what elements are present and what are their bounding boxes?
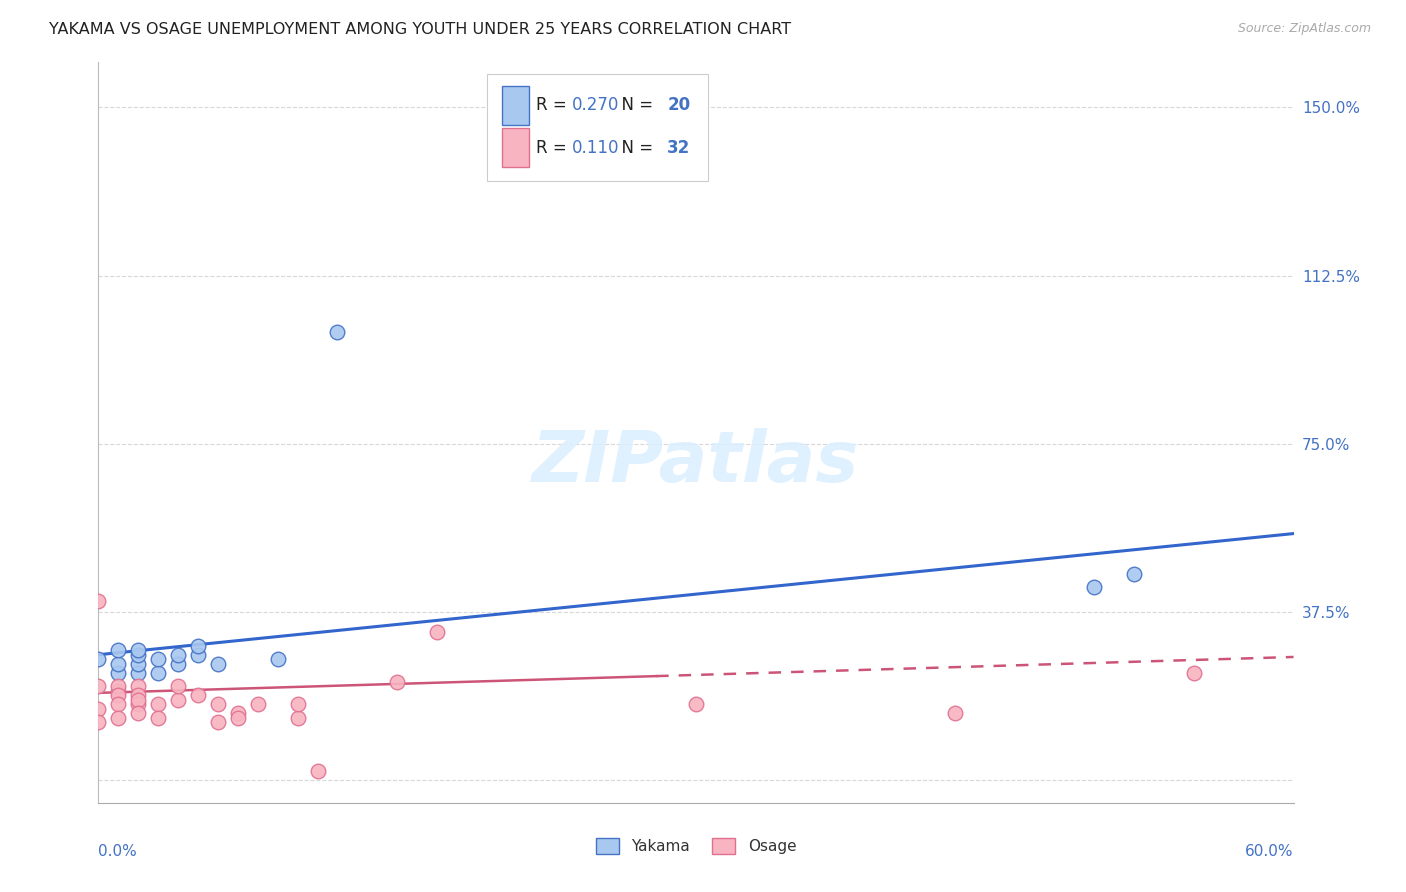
Text: 20: 20	[668, 96, 690, 114]
Point	[148, 697, 170, 711]
Point	[207, 657, 229, 671]
Text: R =: R =	[536, 96, 572, 114]
FancyBboxPatch shape	[486, 73, 709, 181]
Point	[127, 688, 149, 702]
Point	[148, 665, 170, 680]
Point	[127, 665, 149, 680]
Point	[287, 710, 309, 724]
Point	[187, 648, 209, 662]
Point	[107, 657, 129, 671]
Bar	[502, 128, 529, 167]
Point	[127, 643, 149, 657]
Text: ZIPatlas: ZIPatlas	[533, 428, 859, 497]
Point	[307, 764, 329, 779]
Point	[127, 692, 149, 706]
Text: Source: ZipAtlas.com: Source: ZipAtlas.com	[1237, 22, 1371, 36]
Point	[246, 697, 269, 711]
Point	[226, 710, 249, 724]
Point	[87, 714, 110, 729]
Point	[107, 683, 129, 698]
Point	[127, 706, 149, 720]
Text: 0.270: 0.270	[572, 96, 619, 114]
Point	[167, 679, 190, 693]
Point	[385, 674, 409, 689]
Point	[107, 679, 129, 693]
Point	[87, 679, 110, 693]
Point	[87, 701, 110, 715]
Point	[267, 652, 290, 666]
Point	[148, 710, 170, 724]
Point	[187, 688, 209, 702]
Point	[207, 697, 229, 711]
Point	[167, 657, 190, 671]
Text: 60.0%: 60.0%	[1246, 844, 1294, 858]
Point	[226, 706, 249, 720]
Point	[1182, 665, 1205, 680]
Point	[326, 325, 349, 339]
Point	[943, 706, 966, 720]
Point	[187, 639, 209, 653]
Point	[87, 652, 110, 666]
Point	[167, 692, 190, 706]
Text: YAKAMA VS OSAGE UNEMPLOYMENT AMONG YOUTH UNDER 25 YEARS CORRELATION CHART: YAKAMA VS OSAGE UNEMPLOYMENT AMONG YOUTH…	[49, 22, 792, 37]
Text: 0.0%: 0.0%	[98, 844, 138, 858]
Point	[107, 665, 129, 680]
Point	[107, 697, 129, 711]
Point	[167, 648, 190, 662]
Point	[127, 657, 149, 671]
Legend: Yakama, Osage: Yakama, Osage	[588, 830, 804, 862]
Point	[87, 594, 110, 608]
Text: 32: 32	[668, 138, 690, 157]
Point	[107, 688, 129, 702]
Point	[426, 625, 449, 640]
Point	[1083, 581, 1105, 595]
Point	[287, 697, 309, 711]
Text: N =: N =	[612, 138, 658, 157]
Text: 0.110: 0.110	[572, 138, 619, 157]
Text: R =: R =	[536, 138, 572, 157]
Point	[685, 697, 707, 711]
Point	[127, 679, 149, 693]
Point	[207, 714, 229, 729]
Text: N =: N =	[612, 96, 658, 114]
Point	[127, 697, 149, 711]
Point	[1123, 566, 1146, 581]
Point	[148, 652, 170, 666]
Point	[107, 710, 129, 724]
Bar	[502, 87, 529, 125]
Point	[127, 648, 149, 662]
Point	[107, 643, 129, 657]
